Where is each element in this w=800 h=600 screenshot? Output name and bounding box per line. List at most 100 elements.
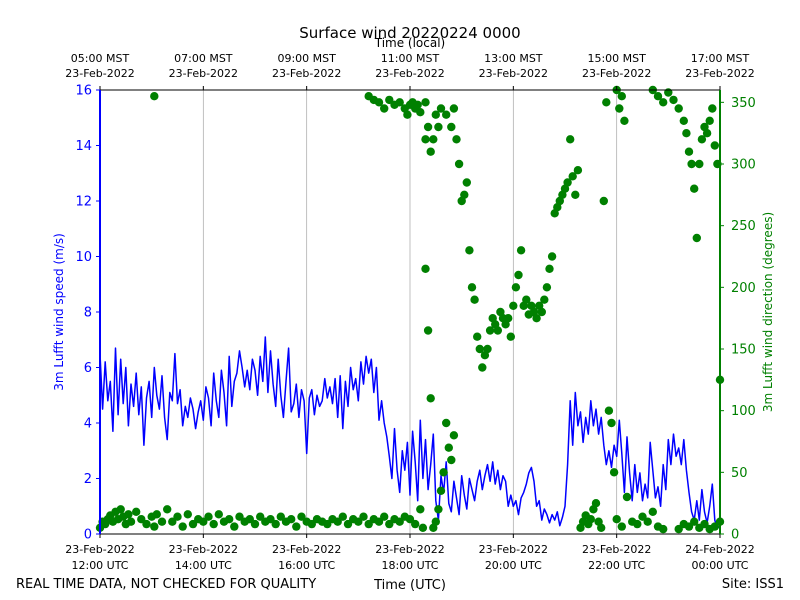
direction-series (95, 85, 725, 534)
direction-point (124, 510, 133, 519)
top-tick-label-date: 23-Feb-2022 (272, 67, 341, 80)
direction-point (465, 246, 474, 255)
direction-point (710, 141, 719, 150)
left-tick-label: 0 (84, 528, 92, 543)
direction-point (204, 512, 213, 521)
direction-point (287, 515, 296, 524)
direction-point (449, 104, 459, 113)
direction-point (485, 326, 495, 335)
left-tick-label: 16 (75, 84, 92, 99)
speed-line (99, 336, 721, 530)
x-tick-label-time: 00:00 UTC (691, 559, 748, 572)
direction-point (431, 110, 440, 119)
direction-point (545, 264, 554, 273)
direction-point (421, 135, 430, 144)
direction-point (132, 507, 141, 516)
direction-point (700, 519, 709, 529)
direction-point (442, 418, 451, 428)
direction-point (690, 517, 699, 526)
direction-point (225, 515, 234, 524)
x-tick-label-time: 18:00 UTC (381, 559, 438, 572)
direction-point (214, 510, 223, 519)
direction-point (697, 135, 707, 144)
direction-point (602, 98, 611, 107)
top-tick-label-date: 23-Feb-2022 (375, 67, 444, 80)
direction-point (142, 519, 151, 529)
direction-point (418, 523, 428, 532)
direction-point (426, 394, 435, 403)
direction-point (674, 104, 683, 113)
right-tick-label: 250 (731, 219, 756, 234)
direction-point (178, 522, 187, 531)
direction-point (452, 135, 461, 144)
direction-point (374, 98, 384, 107)
direction-point (573, 166, 583, 175)
direction-point (563, 178, 572, 187)
direction-point (679, 116, 688, 126)
direction-point (276, 512, 285, 521)
direction-point (591, 499, 601, 508)
direction-point (460, 190, 469, 199)
direction-point (359, 512, 368, 521)
left-axis-title: 3m Lufft wind speed (m/s) (52, 233, 66, 391)
direction-point (436, 486, 446, 495)
direction-point (511, 283, 521, 292)
top-tick-label-date: 23-Feb-2022 (685, 67, 754, 80)
direction-point (604, 406, 614, 415)
direction-point (540, 295, 549, 304)
direction-point (426, 147, 435, 156)
right-tick-label: 300 (731, 158, 756, 173)
direction-point (168, 517, 177, 526)
direction-point (493, 326, 502, 335)
right-tick-label: 100 (731, 404, 756, 419)
direction-point (566, 135, 575, 144)
direction-point (617, 92, 626, 101)
direction-point (542, 283, 552, 292)
direction-point (470, 295, 479, 304)
x-tick-label-time: 16:00 UTC (278, 559, 335, 572)
direction-point (413, 100, 422, 110)
x-tick-label-time: 14:00 UTC (175, 559, 232, 572)
x-tick-label-date: 23-Feb-2022 (169, 543, 238, 556)
x-tick-label-time: 12:00 UTC (71, 559, 128, 572)
direction-point (150, 522, 159, 531)
x-tick-label-date: 23-Feb-2022 (582, 543, 651, 556)
direction-point (612, 515, 621, 524)
direction-point (423, 122, 433, 132)
direction-point (532, 314, 541, 323)
direction-point (297, 512, 306, 521)
direction-point (473, 332, 482, 341)
direction-point (230, 522, 239, 531)
direction-point (622, 492, 632, 502)
direction-point (436, 104, 446, 113)
top-tick-label-date: 23-Feb-2022 (169, 67, 238, 80)
direction-point (682, 129, 691, 138)
direction-point (431, 517, 440, 526)
direction-point (648, 507, 657, 516)
direction-point (522, 295, 531, 304)
direction-point (116, 505, 125, 514)
x-tick-label-date: 23-Feb-2022 (479, 543, 548, 556)
direction-point (695, 159, 704, 169)
direction-point (447, 122, 456, 132)
direction-point (586, 515, 595, 524)
left-tick-label: 10 (75, 250, 92, 265)
direction-point (708, 104, 717, 113)
direction-point (462, 178, 471, 187)
direction-point (607, 418, 616, 428)
direction-point (571, 190, 580, 199)
direction-point (692, 233, 701, 243)
direction-point (416, 108, 425, 117)
left-tick-label: 4 (84, 417, 92, 432)
direction-point (454, 159, 464, 169)
direction-point (653, 92, 663, 101)
direction-point (209, 519, 218, 529)
direction-point (467, 283, 477, 292)
x-axis-title: Time (UTC) (373, 578, 446, 593)
footer-site: Site: ISS1 (722, 577, 784, 592)
axis-ticks: 23-Feb-2022 12:00 UTC 23-Feb-2022 14:00 UTC… (65, 52, 756, 572)
direction-point (447, 455, 456, 465)
direction-point (271, 519, 280, 529)
direction-point (444, 443, 453, 452)
top-tick-label-time: 15:00 MST (587, 52, 646, 65)
